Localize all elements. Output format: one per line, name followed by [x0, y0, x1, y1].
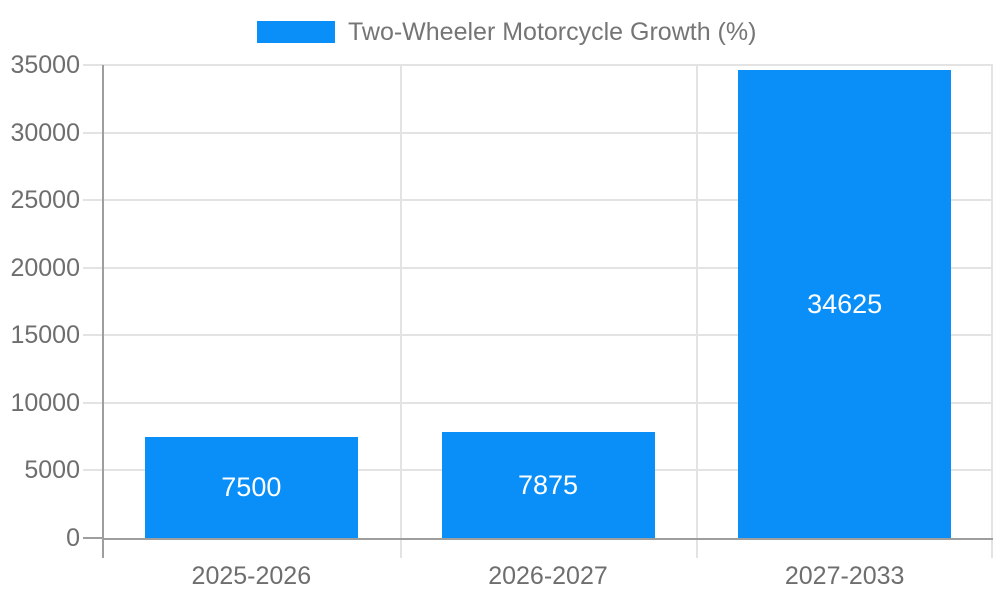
x-axis-label: 2025-2026	[191, 562, 312, 590]
gridline-horizontal	[103, 199, 993, 202]
bar-value-label: 7500	[221, 472, 282, 503]
bar[interactable]: 34625	[738, 70, 952, 538]
y-axis-label: 15000	[10, 321, 80, 350]
x-axis-label: 2026-2027	[488, 562, 608, 590]
gridline-horizontal	[103, 401, 993, 404]
legend-label: Two-Wheeler Motorcycle Growth (%)	[348, 18, 757, 46]
gridline-vertical	[991, 65, 993, 558]
gridline-horizontal	[103, 334, 993, 337]
bar[interactable]: 7500	[144, 436, 358, 538]
bar-value-label: 7875	[517, 469, 579, 500]
y-tick	[83, 64, 103, 66]
y-axis-label: 0	[66, 524, 80, 552]
y-tick	[83, 401, 103, 404]
y-tick	[83, 131, 103, 134]
y-axis-label: 5000	[24, 456, 80, 485]
y-axis-label: 30000	[10, 118, 80, 147]
bar[interactable]: 7875	[441, 431, 655, 538]
y-tick	[83, 334, 103, 337]
x-axis-label: 2027-2033	[784, 562, 905, 590]
bar-value-label: 34625	[807, 289, 883, 320]
y-axis-line	[102, 65, 104, 558]
y-tick	[83, 537, 103, 539]
gridline-horizontal	[103, 64, 993, 66]
gridline-horizontal	[103, 131, 993, 134]
legend-swatch	[257, 21, 335, 43]
y-tick	[83, 199, 103, 202]
y-tick	[83, 266, 103, 269]
y-axis-label: 35000	[10, 51, 80, 79]
y-axis-label: 25000	[10, 186, 80, 215]
y-tick	[83, 469, 103, 472]
plot-area: 7500 7875 34625	[103, 64, 993, 558]
gridline-vertical	[696, 65, 699, 558]
legend: Two-Wheeler Motorcycle Growth (%)	[0, 0, 1000, 50]
y-axis-label: 10000	[10, 388, 80, 417]
x-axis-line	[103, 538, 993, 540]
gridline-horizontal	[103, 266, 993, 269]
y-axis-label: 20000	[10, 253, 80, 282]
gridline-vertical	[399, 65, 402, 558]
